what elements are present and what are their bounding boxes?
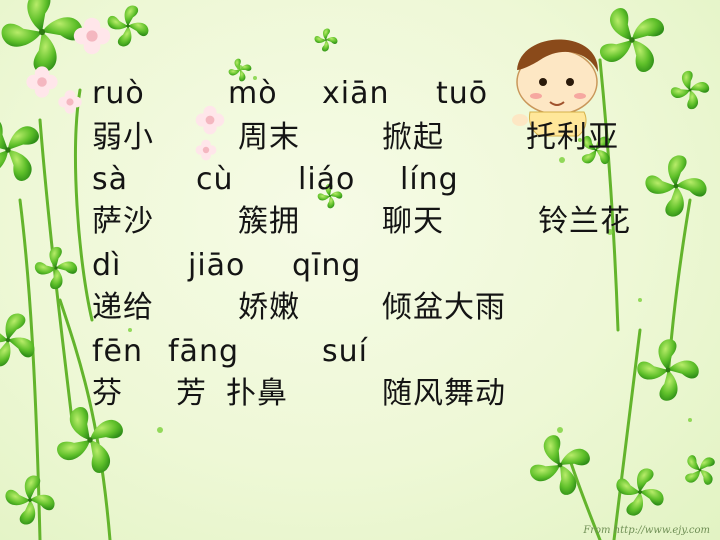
word-suifengwudong: 随风舞动 bbox=[382, 376, 506, 411]
char-fang: 芳 bbox=[176, 376, 207, 411]
pinyin-ling: líng bbox=[400, 162, 459, 197]
pinyin-di: dì bbox=[92, 248, 122, 283]
pinyin-sa: sà bbox=[92, 162, 129, 197]
word-qingpendayu: 倾盆大雨 bbox=[382, 290, 506, 325]
pinyin-jiao: jiāo bbox=[188, 248, 246, 283]
hanzi-row-1: 弱小 周末 掀起 托利亚 bbox=[0, 118, 720, 158]
char-fen: 芬 bbox=[92, 376, 123, 411]
pinyin-ruo: ruò bbox=[92, 76, 145, 111]
word-liaotian: 聊天 bbox=[382, 204, 444, 239]
pinyin-fang: fāng bbox=[168, 334, 240, 369]
word-xianqi: 掀起 bbox=[382, 120, 444, 155]
pinyin-liao: liáo bbox=[298, 162, 356, 197]
word-ruoxiao: 弱小 bbox=[92, 120, 154, 155]
pinyin-row-4: fēn fāng suí bbox=[0, 332, 720, 372]
pinyin-row-3: dì jiāo qīng bbox=[0, 246, 720, 286]
pinyin-row-1: ruò mò xiān tuō bbox=[0, 74, 720, 114]
pinyin-tuo: tuō bbox=[436, 76, 489, 111]
word-cuyong: 簇拥 bbox=[238, 204, 300, 239]
cartoon-child-illustration bbox=[512, 39, 599, 137]
word-digei: 递给 bbox=[92, 290, 154, 325]
watermark: From http://www.ejy.com bbox=[583, 525, 710, 536]
pinyin-sui: suí bbox=[322, 334, 368, 369]
pinyin-row-2: sà cù liáo líng bbox=[0, 160, 720, 200]
hanzi-row-3: 递给 娇嫩 倾盆大雨 bbox=[0, 288, 720, 328]
word-zhoumo: 周末 bbox=[238, 120, 300, 155]
word-sasha: 萨沙 bbox=[92, 204, 154, 239]
pinyin-xian: xiān bbox=[322, 76, 390, 111]
hanzi-row-2: 萨沙 簇拥 聊天 铃兰花 bbox=[0, 202, 720, 242]
pinyin-qing: qīng bbox=[292, 248, 362, 283]
pinyin-mo: mò bbox=[228, 76, 278, 111]
pinyin-cu: cù bbox=[196, 162, 234, 197]
word-jiaonen: 娇嫩 bbox=[238, 290, 300, 325]
pinyin-fen: fēn bbox=[92, 334, 144, 369]
word-tuoliya: 托利亚 bbox=[526, 120, 619, 155]
word-linglanhua: 铃兰花 bbox=[538, 204, 631, 239]
hanzi-row-4: 芬 芳 扑鼻 随风舞动 bbox=[0, 374, 720, 414]
word-pubi: 扑鼻 bbox=[226, 376, 288, 411]
